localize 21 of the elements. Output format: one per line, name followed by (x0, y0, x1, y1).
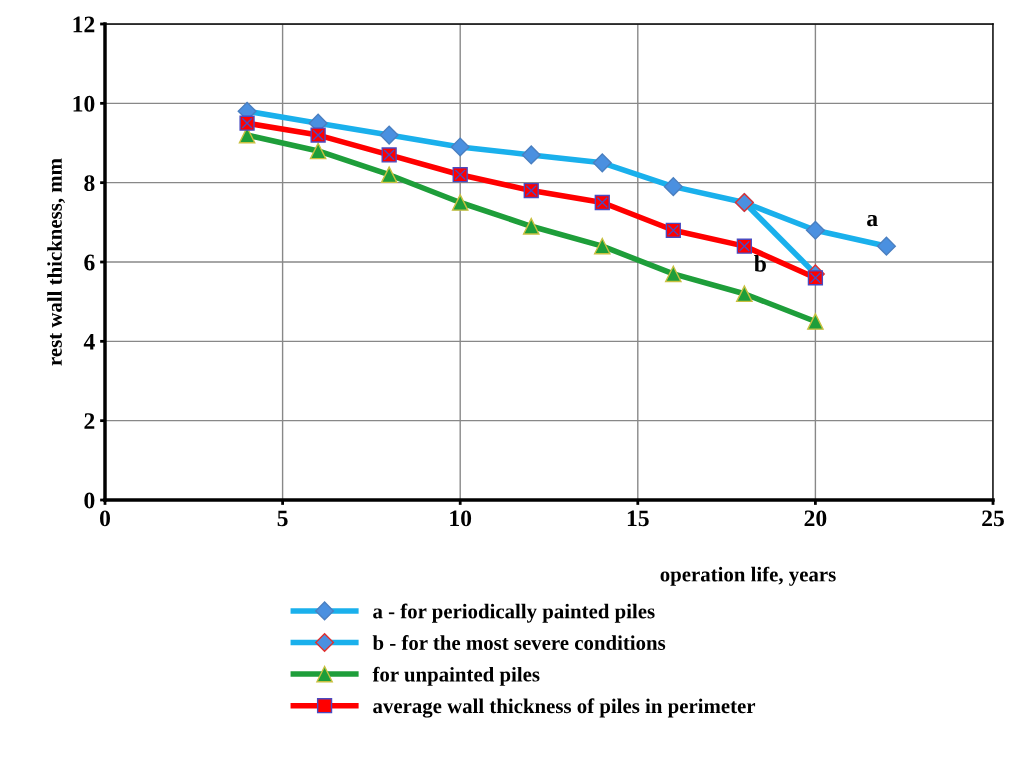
x-tick-label: 15 (627, 510, 649, 527)
x-tick-label: 5 (277, 510, 288, 527)
y-axis-title: rest wall thickness, mm (47, 158, 65, 366)
y-tick-label: 8 (84, 175, 95, 192)
annotation: b (754, 255, 766, 272)
y-tick-label: 6 (84, 254, 95, 271)
x-tick-label: 0 (100, 510, 110, 527)
legend-label: for unpainted piles (372, 666, 540, 686)
y-tick-label: 0 (84, 492, 95, 509)
legend-label: average wall thickness of piles in perimeter (373, 698, 756, 718)
y-tick-label: 2 (84, 413, 95, 429)
x-axis-title: operation life, years (660, 566, 836, 586)
x-tick-label: 10 (450, 510, 472, 527)
x-tick-label: 25 (982, 510, 1004, 527)
y-tick-label: 10 (73, 95, 95, 112)
y-tick-label: 4 (83, 333, 95, 350)
x-tick-label: 20 (804, 510, 827, 527)
y-tick-label: 12 (73, 16, 95, 33)
legend-label: a - for periodically painted piles (373, 603, 655, 623)
legend-label: b - for the most severe conditions (372, 635, 666, 650)
annotation: a (867, 214, 878, 227)
